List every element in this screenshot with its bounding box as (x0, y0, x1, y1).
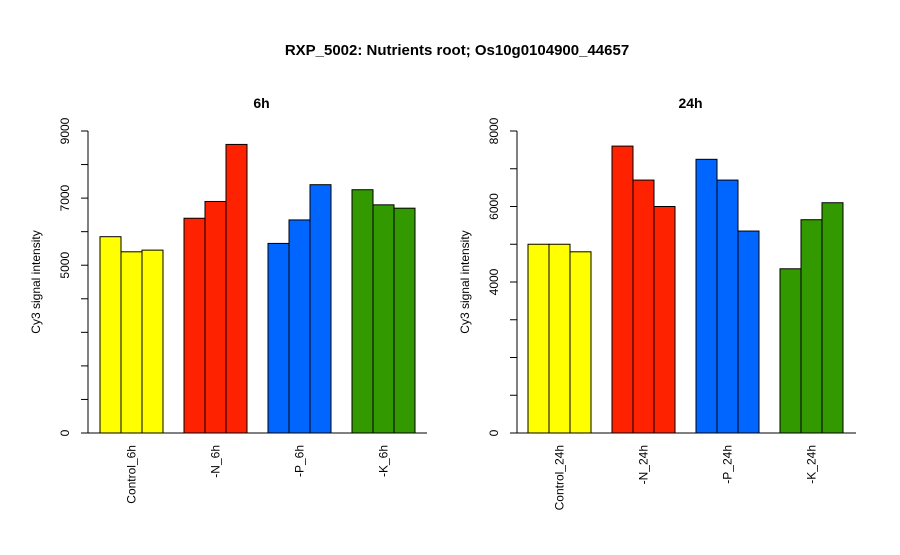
bar (632, 179, 655, 434)
y-tick-label: 5000 (58, 252, 72, 279)
bar (372, 204, 395, 434)
bar (141, 249, 164, 434)
bar (309, 184, 332, 434)
bar (183, 217, 206, 434)
bar (393, 207, 416, 434)
panel-6h: 6h Cy3 signal intensity 0 5000 7000 9000 Contr… (29, 95, 427, 504)
bar (779, 268, 802, 434)
bar (548, 243, 571, 434)
main-title: RXP_5002: Nutrients root; Os10g0104900_4… (285, 42, 629, 59)
y-tick-label: 0 (487, 429, 501, 436)
bar (716, 179, 739, 434)
x-category-label: -N_24h (637, 445, 651, 484)
bar (800, 219, 823, 434)
x-category-label: -N_6h (209, 445, 223, 478)
y-axis-label: Cy3 signal intensity (458, 230, 472, 333)
bar (737, 230, 760, 434)
y-tick-label: 7000 (58, 184, 72, 211)
x-category-label: -K_24h (805, 445, 819, 484)
panel-title: 6h (253, 95, 269, 111)
x-category-label: -K_6h (377, 445, 391, 477)
bar (204, 200, 227, 434)
bar (611, 145, 634, 434)
bar (288, 219, 311, 434)
x-category-label: Control_24h (553, 445, 567, 510)
bar (225, 143, 248, 434)
x-category-label: Control_6h (125, 445, 139, 504)
x-category-label: -P_24h (721, 445, 735, 484)
y-tick-label: 8000 (487, 117, 501, 144)
bar (351, 189, 374, 434)
bar (569, 251, 592, 434)
bar (695, 158, 718, 434)
x-category-label: -P_6h (293, 445, 307, 477)
panel-title: 24h (678, 95, 702, 111)
bar (527, 243, 550, 434)
bar (653, 206, 676, 434)
panel-24h: 24h Cy3 signal intensity 0 4000 6000 8000 Cont… (458, 95, 856, 510)
y-tick-label: 0 (58, 429, 72, 436)
bar (120, 251, 143, 434)
y-tick-label: 4000 (487, 268, 501, 295)
bar (821, 202, 844, 434)
y-tick-label: 9000 (58, 117, 72, 144)
bar (267, 242, 290, 434)
y-tick-label: 6000 (487, 193, 501, 220)
y-axis-label: Cy3 signal intensity (29, 230, 43, 333)
bar (99, 236, 122, 434)
